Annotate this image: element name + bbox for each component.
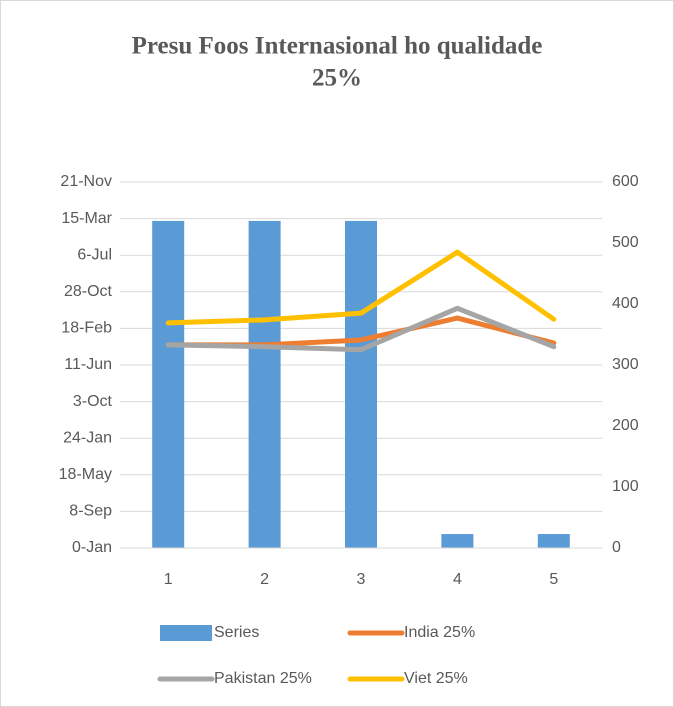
line (165, 249, 557, 326)
y-tick-label: 11-Jun (64, 356, 112, 373)
legend-label: India 25% (404, 624, 475, 641)
y-tick-label: 21-Nov (60, 173, 112, 190)
y2-tick-label: 0 (612, 539, 621, 556)
y2-tick-label: 500 (612, 234, 639, 251)
legend-label: Pakistan 25% (214, 670, 312, 687)
y2-tick-label: 400 (612, 295, 639, 312)
legend-swatch (160, 625, 212, 641)
bar (441, 534, 474, 548)
y-tick-label: 8-Sep (69, 503, 112, 520)
y-tick-label: 6-Jul (77, 246, 112, 263)
y-tick-label: 28-Oct (64, 283, 113, 300)
x-tick-label: 1 (164, 571, 173, 588)
y2-tick-label: 200 (612, 417, 639, 434)
legend-label: Series (214, 624, 259, 641)
x-tick-label: 3 (357, 571, 366, 588)
y-tick-label: 24-Jan (63, 429, 112, 446)
chart-title: 25% (312, 65, 362, 92)
legend-label: Viet 25% (404, 670, 468, 687)
line (165, 305, 557, 353)
x-tick-label: 2 (260, 571, 269, 588)
chart-title: Presu Foos Internasional ho qualidade (132, 33, 543, 60)
y-tick-label: 0-Jan (72, 539, 112, 556)
y-tick-label: 3-Oct (73, 393, 113, 410)
bar (345, 220, 377, 548)
x-tick-label: 4 (453, 571, 462, 588)
bar (248, 220, 281, 548)
y-tick-label: 18-Feb (61, 320, 112, 337)
y2-tick-label: 300 (612, 356, 639, 373)
x-tick-label: 5 (549, 571, 558, 588)
bar (152, 220, 185, 548)
bar (537, 534, 570, 548)
y-tick-label: 15-Mar (61, 210, 112, 227)
y2-tick-label: 600 (612, 173, 639, 190)
y-tick-label: 18-May (59, 466, 112, 483)
y2-tick-label: 100 (612, 478, 639, 495)
